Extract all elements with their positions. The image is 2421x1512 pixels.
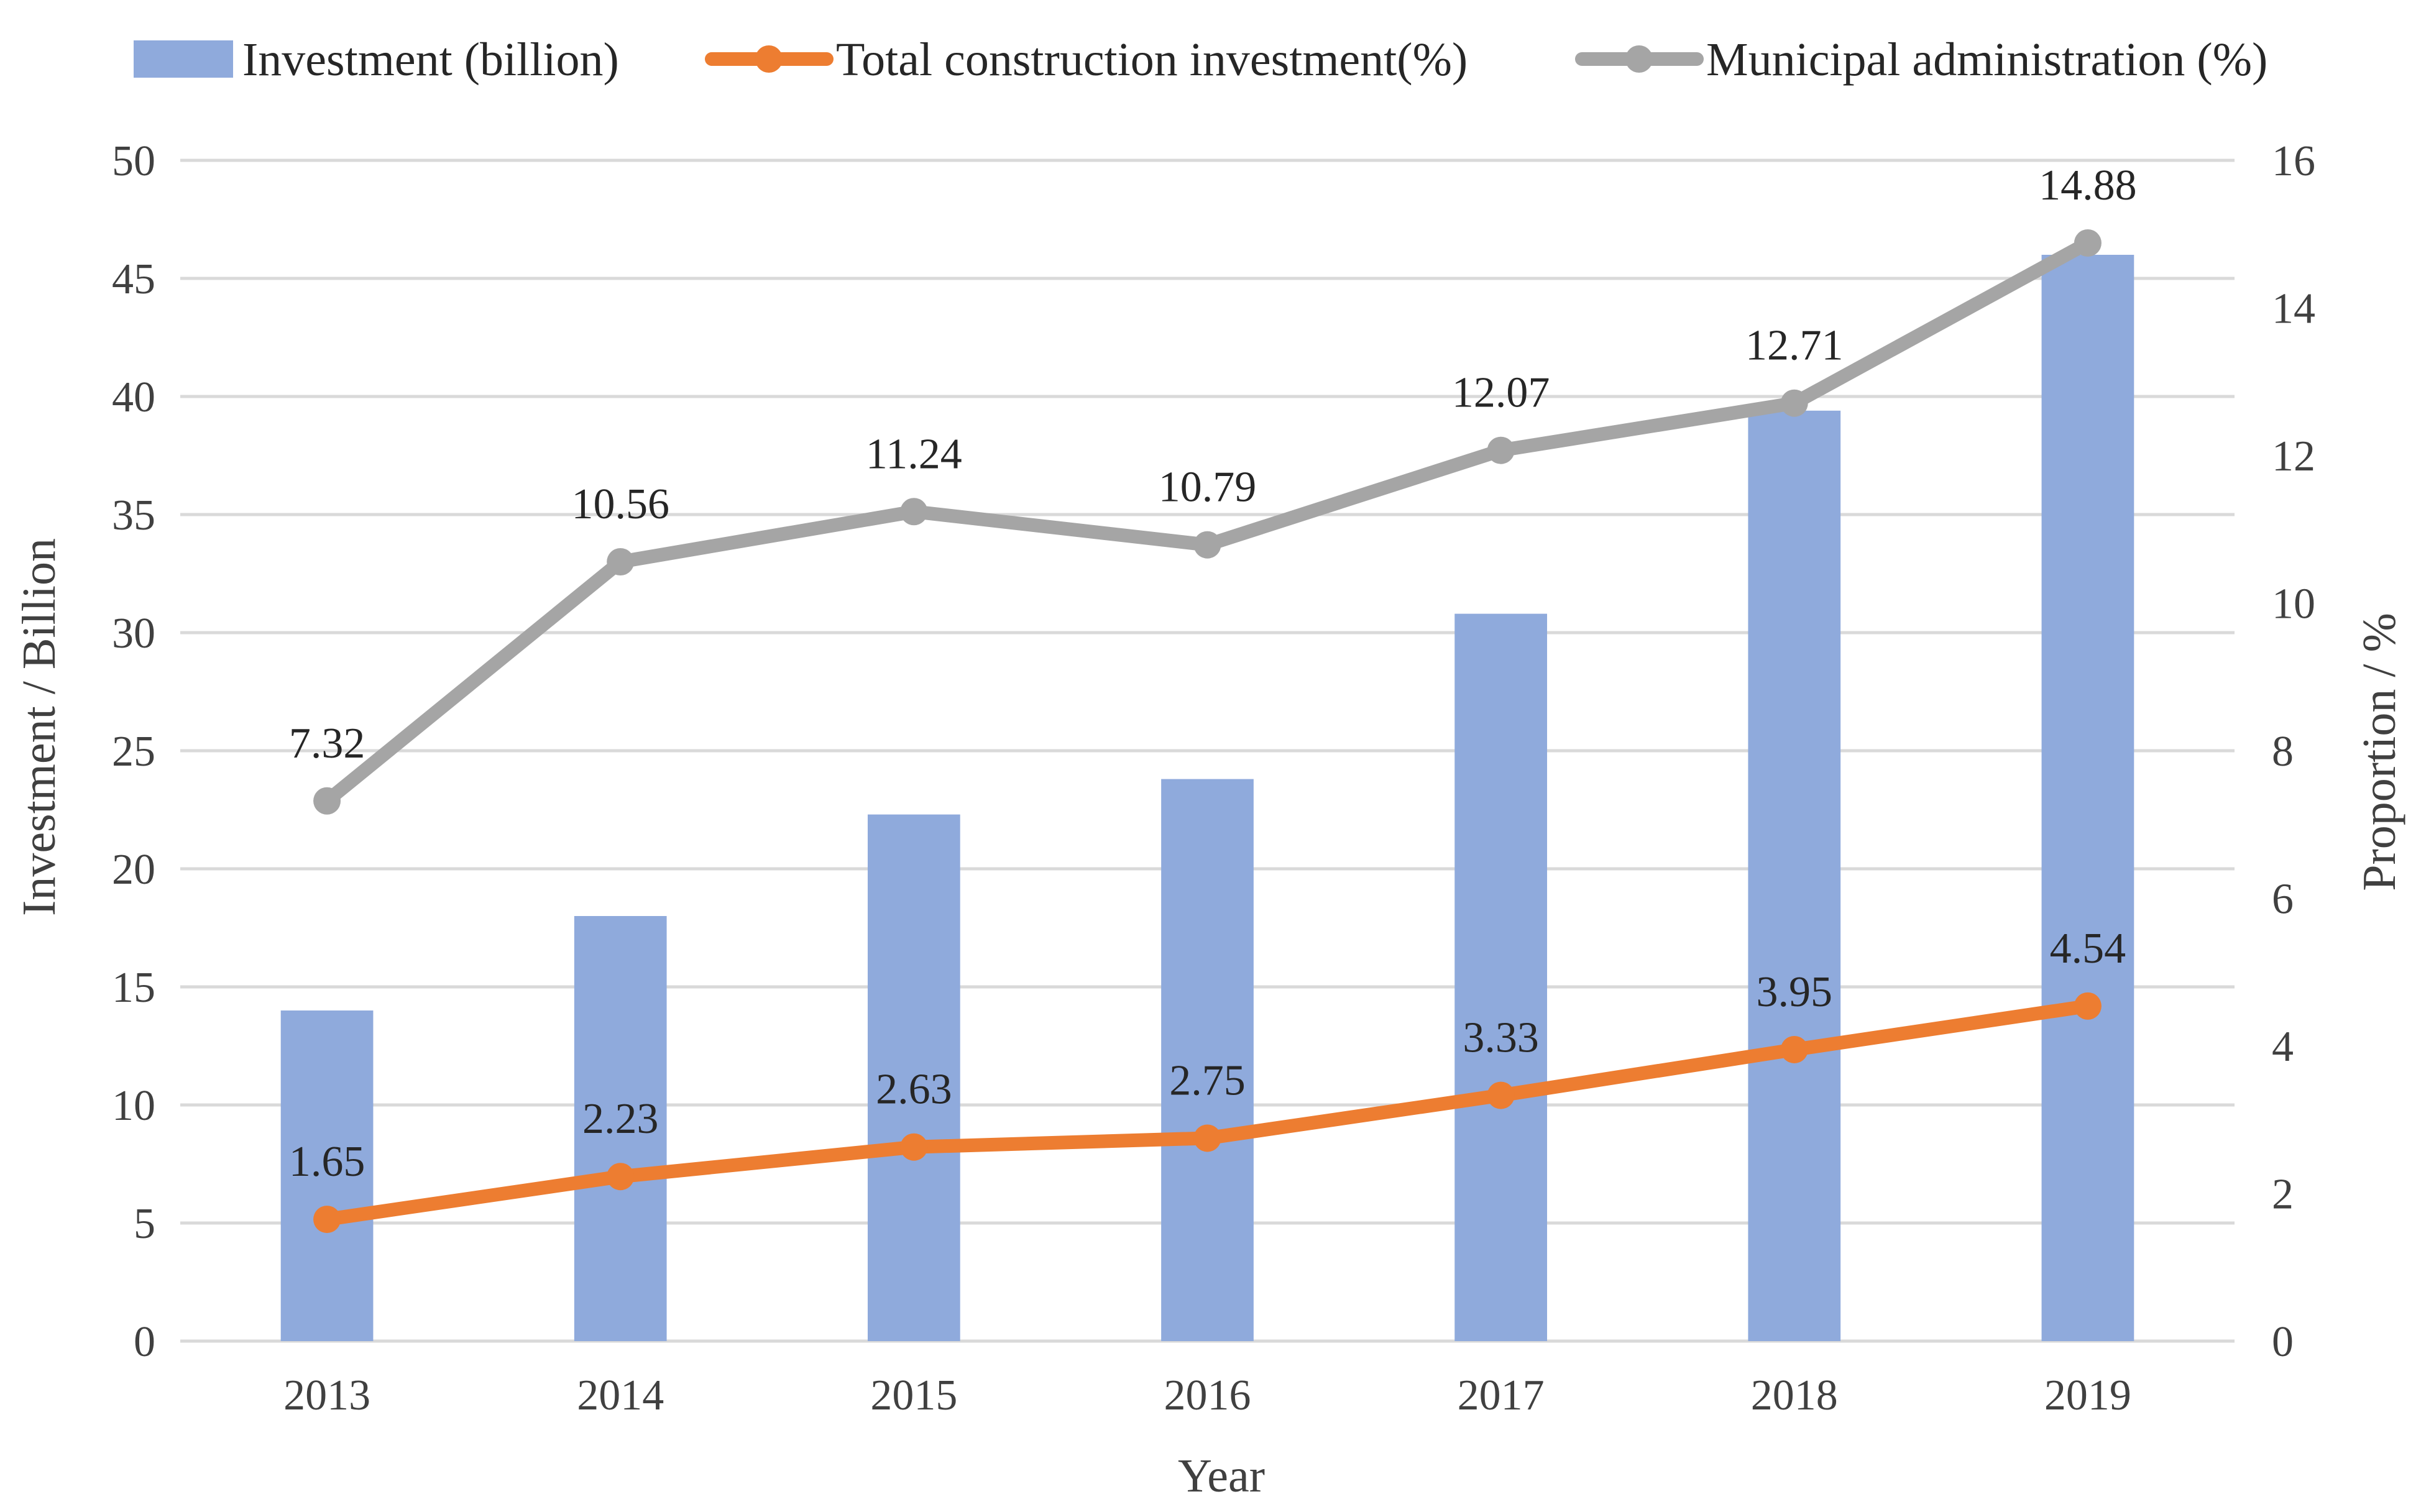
data-label: 4.54 [2050, 925, 2126, 973]
x-tick-label: 2019 [2044, 1372, 2131, 1419]
y-tick-label: 45 [112, 255, 155, 303]
data-label: 14.88 [2039, 162, 2137, 209]
axes: Year Investment / Billion Proportion / %… [13, 137, 2405, 1502]
x-tick-label: 2015 [870, 1372, 957, 1419]
bar [574, 916, 667, 1341]
bar [1454, 613, 1548, 1341]
y-tick-label: 0 [134, 1318, 155, 1366]
data-label: 10.56 [571, 480, 669, 528]
y2-tick-label: 6 [2272, 876, 2294, 923]
y2-tick-label: 8 [2272, 728, 2294, 776]
bar [1748, 410, 1841, 1341]
bar [2041, 255, 2134, 1341]
data-label: 10.79 [1159, 464, 1257, 511]
legend-label: Investment (billion) [242, 34, 619, 86]
y-tick-label: 25 [112, 728, 155, 776]
line-point [2074, 229, 2102, 257]
line-point [1487, 436, 1515, 464]
y-tick-label: 5 [134, 1200, 155, 1248]
y-tick-label: 35 [112, 492, 155, 539]
y-tick-label: 30 [112, 610, 155, 657]
line-point [1193, 1124, 1221, 1152]
data-label: 2.75 [1169, 1056, 1246, 1104]
y-tick-label: 15 [112, 964, 155, 1012]
legend-marker [1625, 45, 1653, 73]
data-label: 1.65 [289, 1138, 365, 1186]
y-axis-title: Investment / Billion [13, 538, 65, 916]
legend-label: Total construction investment(%) [836, 34, 1468, 86]
x-tick-label: 2018 [1751, 1372, 1838, 1419]
y2-tick-label: 12 [2272, 433, 2315, 480]
line-point [607, 1163, 635, 1191]
line-point [1780, 389, 1808, 417]
legend-bar-swatch [134, 40, 233, 78]
line-point [900, 1133, 928, 1161]
data-label: 11.24 [866, 430, 962, 478]
bar [867, 814, 960, 1341]
data-label: 2.63 [876, 1066, 952, 1114]
line-point [1193, 531, 1221, 559]
y-tick-label: 20 [112, 846, 155, 894]
data-label: 2.23 [582, 1095, 659, 1143]
bar [1161, 779, 1254, 1341]
line-point [1487, 1081, 1515, 1109]
legend-marker [755, 45, 783, 73]
y2-tick-label: 14 [2272, 285, 2315, 333]
x-tick-label: 2017 [1458, 1372, 1545, 1419]
y-tick-label: 10 [112, 1082, 155, 1130]
line-point [313, 787, 341, 815]
legend-label: Municipal administration (%) [1706, 34, 2267, 86]
data-label: 3.95 [1757, 968, 1833, 1016]
x-tick-label: 2014 [577, 1372, 664, 1419]
bar [280, 1010, 374, 1341]
y2-tick-label: 0 [2272, 1318, 2294, 1366]
legend: Investment (billion) Total construction i… [134, 34, 2267, 86]
line-point [900, 498, 928, 526]
y-tick-label: 50 [112, 137, 155, 185]
y-tick-label: 40 [112, 373, 155, 421]
data-labels: 1.65 2.23 2.63 2.75 3.33 3.95 4.54 7.32 10.56 11.… [289, 162, 2137, 1186]
y2-tick-label: 2 [2272, 1171, 2294, 1219]
data-label: 7.32 [289, 720, 365, 767]
data-label: 12.71 [1745, 322, 1844, 370]
line-point [1780, 1035, 1808, 1063]
x-tick-label: 2016 [1164, 1372, 1251, 1419]
bar-series [280, 255, 2134, 1341]
data-label: 3.33 [1463, 1014, 1539, 1062]
y2-tick-label: 4 [2272, 1023, 2294, 1071]
x-axis-title: Year [1178, 1450, 1265, 1502]
y2-axis-title: Proportion / % [2353, 613, 2405, 891]
data-label: 12.07 [1452, 369, 1550, 417]
line-point [2074, 992, 2102, 1020]
y2-tick-label: 16 [2272, 137, 2315, 185]
line-point [313, 1206, 341, 1234]
line-series [313, 229, 2102, 1234]
y2-tick-label: 10 [2272, 580, 2315, 628]
line-point [607, 548, 635, 575]
x-tick-label: 2013 [283, 1372, 370, 1419]
